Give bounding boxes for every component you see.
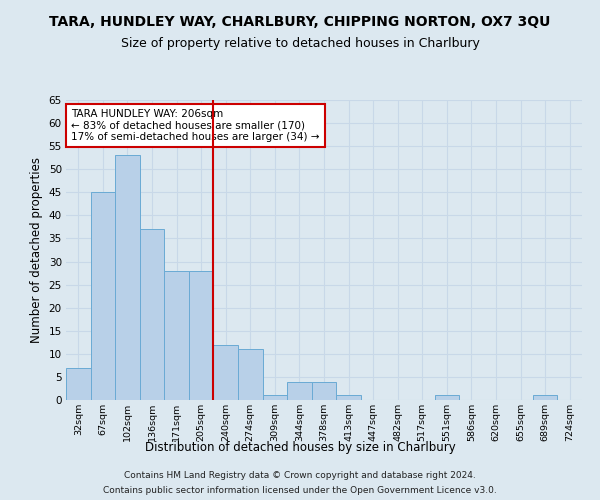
Bar — [238, 349, 263, 400]
Bar — [312, 382, 336, 400]
Bar — [164, 271, 189, 400]
Text: Contains HM Land Registry data © Crown copyright and database right 2024.: Contains HM Land Registry data © Crown c… — [124, 471, 476, 480]
Text: TARA, HUNDLEY WAY, CHARLBURY, CHIPPING NORTON, OX7 3QU: TARA, HUNDLEY WAY, CHARLBURY, CHIPPING N… — [49, 15, 551, 29]
Bar — [336, 396, 361, 400]
Bar — [91, 192, 115, 400]
Text: Size of property relative to detached houses in Charlbury: Size of property relative to detached ho… — [121, 38, 479, 51]
Bar — [189, 271, 214, 400]
Text: Contains public sector information licensed under the Open Government Licence v3: Contains public sector information licen… — [103, 486, 497, 495]
Bar — [434, 396, 459, 400]
Y-axis label: Number of detached properties: Number of detached properties — [30, 157, 43, 343]
Bar — [140, 229, 164, 400]
Bar — [263, 396, 287, 400]
Bar — [115, 156, 140, 400]
Bar — [533, 396, 557, 400]
Bar — [214, 344, 238, 400]
Bar — [66, 368, 91, 400]
Text: Distribution of detached houses by size in Charlbury: Distribution of detached houses by size … — [145, 441, 455, 454]
Text: TARA HUNDLEY WAY: 206sqm
← 83% of detached houses are smaller (170)
17% of semi-: TARA HUNDLEY WAY: 206sqm ← 83% of detach… — [71, 109, 320, 142]
Bar — [287, 382, 312, 400]
